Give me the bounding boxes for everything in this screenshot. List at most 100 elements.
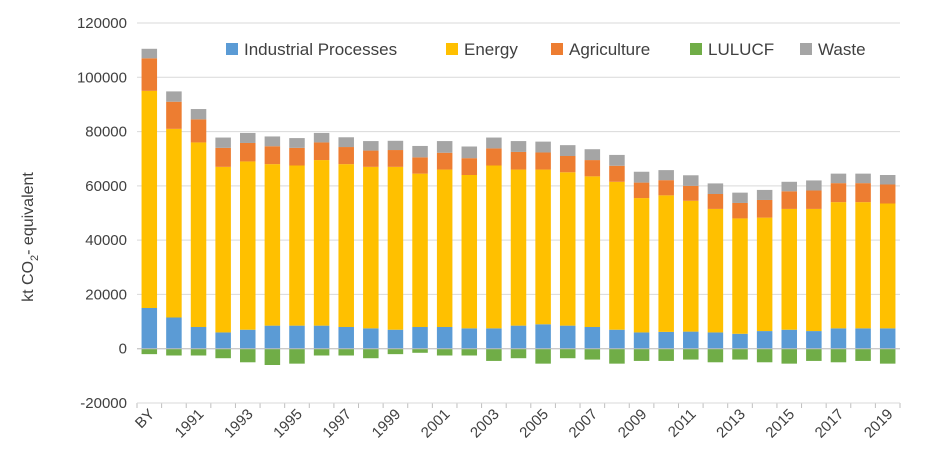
legend-label: LULUCF — [708, 40, 774, 59]
x-tick-label: 2009 — [615, 406, 651, 442]
bar-segment — [412, 157, 428, 174]
bar-segment — [313, 142, 330, 161]
legend-item: Waste — [800, 40, 866, 59]
bar-segment — [190, 119, 207, 143]
bar-segment — [535, 141, 551, 153]
bar-segment — [289, 147, 305, 166]
y-tick-label: 0 — [119, 341, 127, 358]
bar-segment — [633, 348, 650, 361]
bar-segment — [289, 325, 305, 349]
legend-item: Agriculture — [551, 40, 650, 59]
bar-segment — [559, 325, 576, 349]
bar-segment — [707, 332, 724, 349]
x-tick-label: 2017 — [812, 406, 848, 442]
bar-segment — [609, 329, 625, 349]
bar-segment — [732, 218, 748, 334]
bar-segment — [806, 348, 822, 361]
legend-swatch — [800, 43, 812, 55]
bar-segment — [756, 199, 773, 218]
bar-segment — [559, 156, 576, 173]
bar-segment — [215, 166, 231, 333]
bar-segment — [387, 140, 404, 151]
bar-segment — [141, 48, 158, 59]
bar-segment — [141, 58, 158, 91]
bar-segment — [289, 348, 305, 364]
bar-segment — [707, 348, 724, 363]
bar-segment — [190, 348, 207, 356]
bar-segment — [707, 183, 724, 194]
bar-segment — [879, 348, 896, 364]
bar-segment — [436, 141, 453, 153]
bar-segment — [486, 137, 502, 149]
legend-swatch — [446, 43, 458, 55]
bar-segment — [855, 328, 871, 349]
bar-segment — [486, 328, 502, 349]
bar-segment — [633, 198, 650, 333]
bar-segment — [658, 180, 674, 196]
bar-segment — [806, 190, 822, 209]
bar-segment — [289, 165, 305, 326]
bar-segment — [584, 327, 601, 349]
bar-segment — [879, 175, 896, 185]
x-tick-label: 2007 — [566, 406, 602, 442]
x-tick-label: 2011 — [665, 406, 700, 441]
bar-segment — [609, 181, 625, 330]
legend-swatch — [690, 43, 702, 55]
bar-segment — [461, 146, 478, 159]
bar-segment — [781, 329, 797, 349]
bar-segment — [683, 348, 699, 360]
bar-segment — [215, 147, 231, 167]
bar-segment — [756, 331, 773, 349]
bar-segment — [781, 348, 797, 364]
bar-segment — [633, 332, 650, 349]
y-tick-label: 20000 — [85, 286, 127, 303]
bar-segment — [559, 145, 576, 156]
legend-label: Waste — [818, 40, 866, 59]
bar-segment — [166, 348, 182, 356]
bar-segment — [461, 328, 478, 349]
bar-segment — [510, 151, 527, 170]
bar-segment — [486, 348, 502, 361]
bar-segment — [264, 136, 281, 147]
bar-segment — [240, 329, 256, 349]
bar-segment — [166, 317, 182, 349]
bar-segment — [756, 189, 773, 200]
bar-segment — [190, 327, 207, 349]
legend-item: Energy — [446, 40, 518, 59]
x-tick-label: 2019 — [861, 406, 897, 442]
bar-segment — [732, 333, 748, 349]
bar-segment — [412, 327, 428, 349]
bar-segment — [436, 348, 453, 356]
y-tick-label: 80000 — [85, 124, 127, 141]
bar-segment — [609, 154, 625, 166]
bar-segment — [830, 348, 847, 363]
bar-segment — [756, 217, 773, 332]
bar-segment — [879, 328, 896, 349]
bar-segment — [166, 128, 182, 318]
bar-segment — [855, 173, 871, 184]
x-tick-label: 2001 — [418, 406, 454, 442]
x-tick-label: BY — [132, 406, 158, 432]
bar-segment — [363, 348, 379, 359]
bar-segment — [756, 348, 773, 363]
bar-segment — [609, 165, 625, 182]
bar-segment — [486, 165, 502, 329]
y-tick-label: 100000 — [77, 69, 127, 86]
bar-segment — [535, 324, 551, 349]
bar-segment — [609, 348, 625, 364]
bar-segment — [781, 208, 797, 330]
bar-segment — [830, 183, 847, 203]
bar-segment — [879, 184, 896, 204]
bar-segment — [781, 191, 797, 209]
bar-segment — [584, 176, 601, 327]
bar-segment — [289, 138, 305, 148]
legend: Industrial Processes Energy Agriculture LUL… — [226, 40, 866, 59]
x-tick-label: 2013 — [713, 406, 749, 442]
bar-segment — [806, 208, 822, 332]
bar-segment — [510, 348, 527, 359]
bar-segment — [190, 109, 207, 120]
bar-segment — [313, 325, 330, 349]
bar-segment — [658, 170, 674, 181]
bar-segment — [510, 325, 527, 349]
